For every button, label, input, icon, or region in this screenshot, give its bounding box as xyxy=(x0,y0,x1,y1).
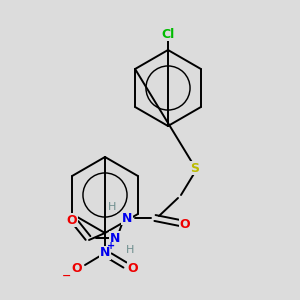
Text: N: N xyxy=(100,247,110,260)
Text: H: H xyxy=(108,202,116,212)
Text: −: − xyxy=(62,271,72,281)
Text: Cl: Cl xyxy=(161,28,175,40)
Text: O: O xyxy=(128,262,138,275)
Text: O: O xyxy=(72,262,82,275)
Text: S: S xyxy=(190,161,200,175)
Text: N: N xyxy=(122,212,132,224)
Text: +: + xyxy=(107,241,115,251)
Text: N: N xyxy=(110,232,120,244)
Text: O: O xyxy=(180,218,190,232)
Text: H: H xyxy=(126,245,134,255)
Text: O: O xyxy=(67,214,77,226)
